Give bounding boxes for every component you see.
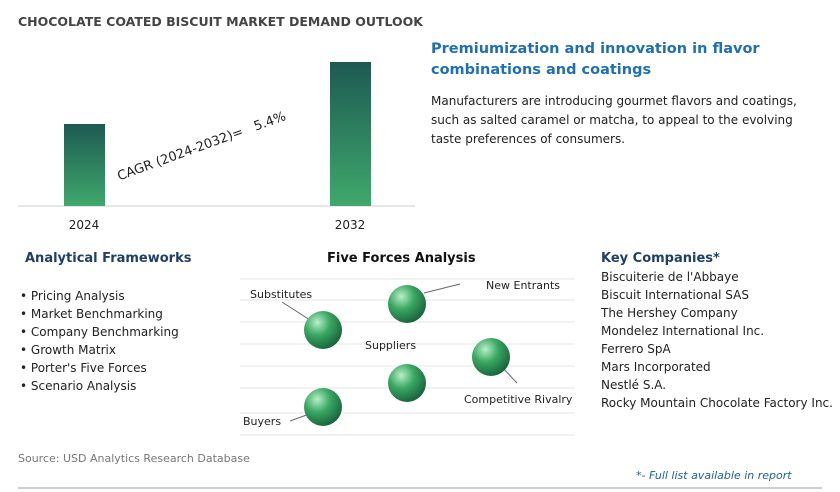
companies-title: Key Companies*: [601, 251, 720, 266]
list-text: Porter's Five Forces: [30, 361, 147, 375]
frameworks-list: • Pricing Analysis • Market Benchmarking •…: [20, 287, 179, 395]
list-text: Ferrero SpA: [601, 342, 671, 356]
list-text: Rocky Mountain Chocolate Factory Inc.: [601, 396, 833, 410]
frameworks-title: Analytical Frameworks: [25, 251, 192, 266]
list-text: Market Benchmarking: [30, 307, 163, 321]
x-tick-label: 2032: [335, 218, 366, 232]
list-item: • Market Benchmarking: [20, 307, 163, 321]
x-tick-label: 2024: [69, 218, 100, 232]
list-item: • Pricing Analysis: [20, 289, 125, 303]
force-label: Competitive Rivalry: [464, 393, 573, 406]
five-forces-title: Five Forces Analysis: [327, 251, 476, 266]
list-text: Biscuit International SAS: [601, 288, 749, 302]
list-item: • Porter's Five Forces: [20, 361, 147, 375]
list-text: Mondelez International Inc.: [601, 324, 765, 338]
companies-list: Biscuiterie de l'Abbaye Biscuit Internati…: [601, 268, 833, 412]
list-item: Ferrero SpA: [601, 340, 833, 358]
five-forces-diagram: Substitutes New Entrants Suppliers Compe…: [240, 278, 575, 436]
list-item: The Hershey Company: [601, 304, 833, 322]
source: Source: USD Analytics Research Database: [18, 452, 250, 465]
list-text: Nestlé S.A.: [601, 378, 667, 392]
list-text: Growth Matrix: [30, 343, 116, 357]
list-text: Scenario Analysis: [30, 379, 137, 393]
footnote: *- Full list available in report: [636, 469, 792, 482]
force-label: Substitutes: [250, 288, 312, 301]
force-label: Suppliers: [365, 339, 416, 352]
list-item: Biscuiterie de l'Abbaye: [601, 268, 833, 286]
list-item: • Growth Matrix: [20, 343, 116, 357]
highlight-text: Manufacturers are introducing gourmet fl…: [431, 94, 797, 146]
bar: [64, 124, 105, 206]
list-text: Pricing Analysis: [30, 289, 125, 303]
bar: [330, 62, 371, 206]
highlight-title: Premiumization and innovation in flavor …: [431, 41, 760, 78]
list-item: Mondelez International Inc.: [601, 322, 833, 340]
list-item: • Company Benchmarking: [20, 325, 179, 339]
force-label: New Entrants: [486, 279, 560, 292]
list-item: Nestlé S.A.: [601, 376, 833, 394]
list-text: The Hershey Company: [601, 306, 738, 320]
page-title: CHOCOLATE COATED BISCUIT MARKET DEMAND O…: [18, 14, 423, 29]
list-text: Biscuiterie de l'Abbaye: [601, 270, 739, 284]
list-item: Mars Incorporated: [601, 358, 833, 376]
list-item: Rocky Mountain Chocolate Factory Inc.: [601, 394, 833, 412]
list-text: Mars Incorporated: [601, 360, 711, 374]
cagr-annotation: CAGR (2024-2032)= 5.4%: [115, 109, 288, 184]
list-item: Biscuit International SAS: [601, 286, 833, 304]
list-item: • Scenario Analysis: [20, 379, 137, 393]
list-text: Company Benchmarking: [30, 325, 179, 339]
force-label: Buyers: [243, 415, 281, 428]
